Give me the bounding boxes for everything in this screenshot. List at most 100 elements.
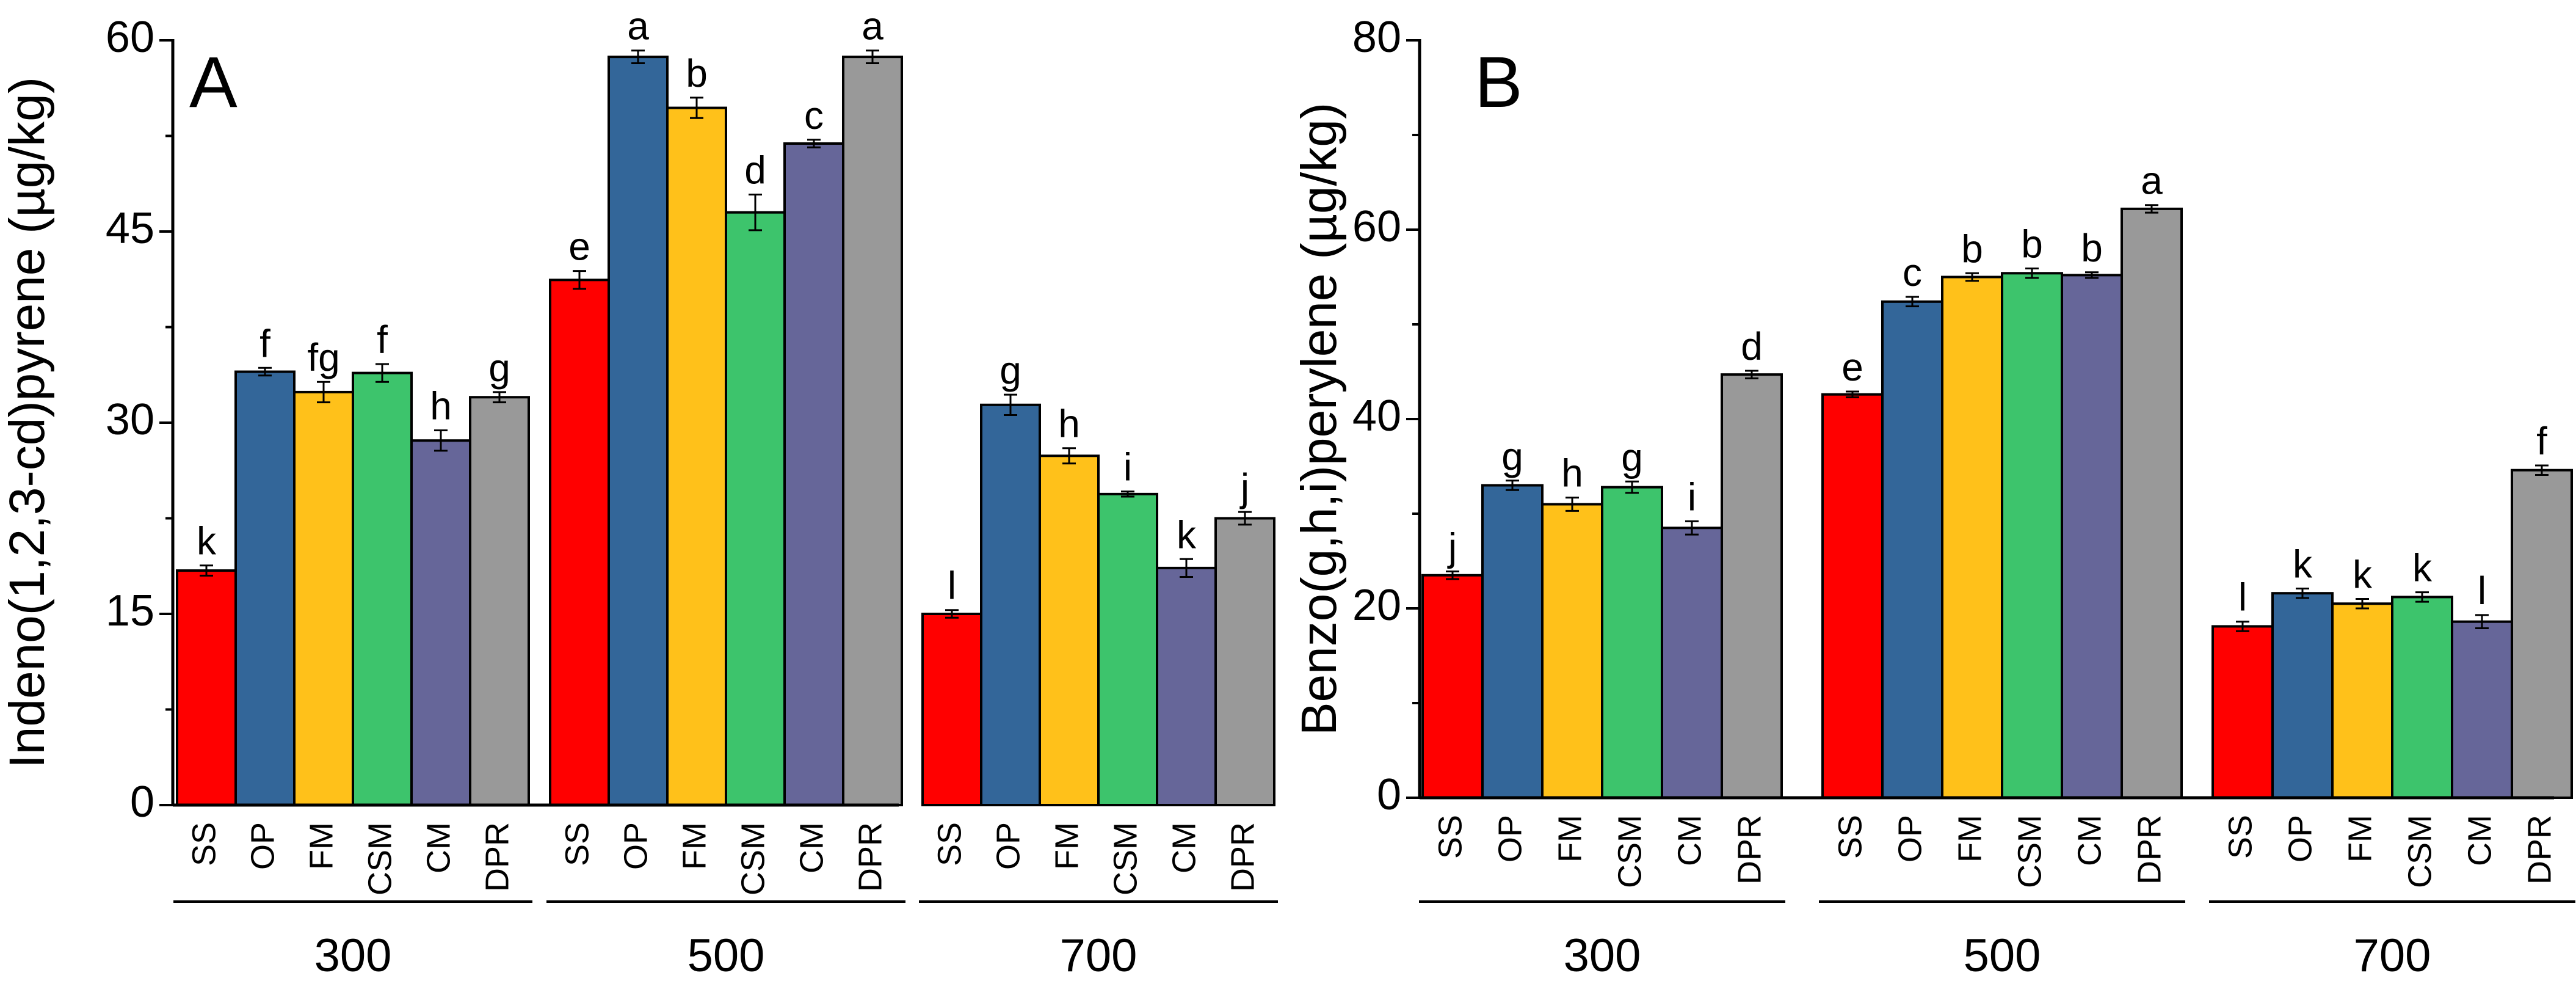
significance-letter: j: [1447, 525, 1457, 569]
bar-700-fm: [2331, 602, 2393, 799]
panel-a: kSSfOPfgFMfCSMhCMgDPR300eSSaOPbFMdCSMcCM…: [0, 4, 1278, 981]
bar-700-op: [2271, 592, 2334, 799]
y-axis-title: Indeno(1,2,3-cd)pyrene (µg/kg): [0, 77, 55, 768]
significance-letter: h: [1058, 402, 1080, 446]
significance-letter: c: [804, 93, 824, 137]
group-label-300: 300: [1564, 930, 1641, 981]
significance-letter: k: [2412, 546, 2433, 590]
bar-500-csm: [2001, 272, 2063, 799]
category-label-cm: CM: [793, 822, 830, 873]
significance-letter: g: [1000, 348, 1021, 392]
significance-letter: e: [568, 225, 590, 269]
significance-letter: e: [1841, 345, 1863, 389]
group-label-700: 700: [2354, 930, 2431, 981]
category-label-cm: CM: [1166, 822, 1202, 873]
category-label-op: OP: [617, 822, 654, 870]
category-label-fm: FM: [1048, 822, 1085, 870]
bar-500-cm: [2061, 274, 2123, 799]
significance-letter: k: [2353, 553, 2373, 597]
category-label-csm: CSM: [1107, 822, 1144, 895]
bar-300-dpr: [1721, 373, 1783, 799]
category-label-fm: FM: [1551, 815, 1588, 862]
bar-700-ss: [921, 613, 982, 806]
category-label-fm: FM: [676, 822, 713, 870]
bar-300-csm: [352, 371, 413, 806]
significance-letter: g: [1501, 434, 1523, 478]
category-label-ss: SS: [1832, 815, 1868, 859]
panel-label: B: [1475, 42, 1523, 123]
bar-700-fm: [1039, 454, 1100, 806]
category-label-dpr: DPR: [1731, 815, 1768, 884]
significance-letter: b: [2021, 222, 2043, 266]
group-label-500: 500: [1964, 930, 2041, 981]
category-label-fm: FM: [1951, 815, 1988, 862]
significance-letter: i: [1688, 475, 1696, 519]
category-label-csm: CSM: [2011, 815, 2048, 888]
significance-letter: g: [488, 346, 510, 390]
bar-500-dpr: [2121, 207, 2183, 799]
category-label-op: OP: [1892, 815, 1928, 862]
significance-letter: g: [1621, 435, 1643, 479]
significance-letter: h: [1561, 451, 1583, 495]
category-label-csm: CSM: [1611, 815, 1648, 888]
significance-letter: l: [2238, 575, 2247, 619]
bar-700-cm: [2451, 620, 2513, 799]
y-tick-label: 45: [106, 204, 154, 253]
significance-letter: fg: [307, 335, 339, 379]
significance-letter: a: [627, 4, 649, 48]
significance-letter: l: [2478, 569, 2486, 613]
category-label-ss: SS: [2222, 815, 2259, 859]
category-label-fm: FM: [303, 822, 339, 870]
y-tick-label: 80: [1352, 13, 1401, 62]
significance-letter: i: [1123, 445, 1132, 489]
significance-letter: k: [197, 519, 217, 563]
significance-letter: k: [1177, 512, 1197, 556]
significance-letter: a: [862, 4, 883, 48]
category-label-cm: CM: [2071, 815, 2108, 866]
group-label-300: 300: [314, 930, 392, 981]
bar-300-dpr: [469, 396, 530, 806]
category-label-ss: SS: [559, 822, 595, 866]
bar-300-cm: [410, 439, 471, 806]
bar-700-dpr: [2511, 469, 2573, 799]
category-label-fm: FM: [2342, 815, 2378, 862]
category-label-dpr: DPR: [2521, 815, 2558, 884]
category-label-cm: CM: [2461, 815, 2498, 866]
category-label-ss: SS: [931, 822, 968, 866]
bar-300-ss: [176, 569, 237, 806]
y-tick-label: 15: [106, 586, 154, 635]
significance-letter: f: [377, 318, 388, 362]
y-tick-label: 60: [106, 13, 154, 62]
bar-500-csm: [725, 211, 786, 806]
category-label-op: OP: [244, 822, 281, 870]
bar-700-csm: [2391, 596, 2453, 800]
significance-letter: f: [2536, 419, 2547, 463]
significance-letter: d: [744, 148, 766, 192]
bar-500-ss: [549, 279, 610, 806]
bar-500-dpr: [842, 56, 903, 806]
bar-300-ss: [1421, 574, 1484, 799]
significance-letter: d: [1741, 324, 1763, 368]
y-tick-label: 0: [130, 778, 154, 826]
bar-700-csm: [1097, 492, 1158, 806]
bar-300-fm: [1541, 503, 1603, 799]
panel-b: j SS g OP h FM g CSM i CM d DPR 300 e SS c OP b FM b CSM b CM a…: [1291, 13, 2575, 981]
category-label-csm: CSM: [361, 822, 398, 895]
bar-300-cm: [1661, 527, 1723, 799]
category-label-csm: CSM: [2401, 815, 2438, 888]
significance-letter: b: [1961, 227, 1983, 271]
bar-300-op: [234, 370, 296, 806]
y-tick-label: 40: [1352, 392, 1401, 440]
category-label-op: OP: [990, 822, 1026, 870]
category-label-dpr: DPR: [2131, 815, 2168, 884]
bar-500-ss: [1821, 393, 1884, 799]
category-label-csm: CSM: [735, 822, 771, 895]
category-label-dpr: DPR: [1224, 822, 1261, 892]
significance-letter: f: [259, 321, 270, 365]
bar-700-cm: [1156, 566, 1217, 806]
category-label-cm: CM: [1671, 815, 1708, 866]
y-tick-label: 0: [1377, 770, 1401, 819]
group-label-700: 700: [1060, 930, 1137, 981]
bar-300-op: [1481, 484, 1544, 799]
